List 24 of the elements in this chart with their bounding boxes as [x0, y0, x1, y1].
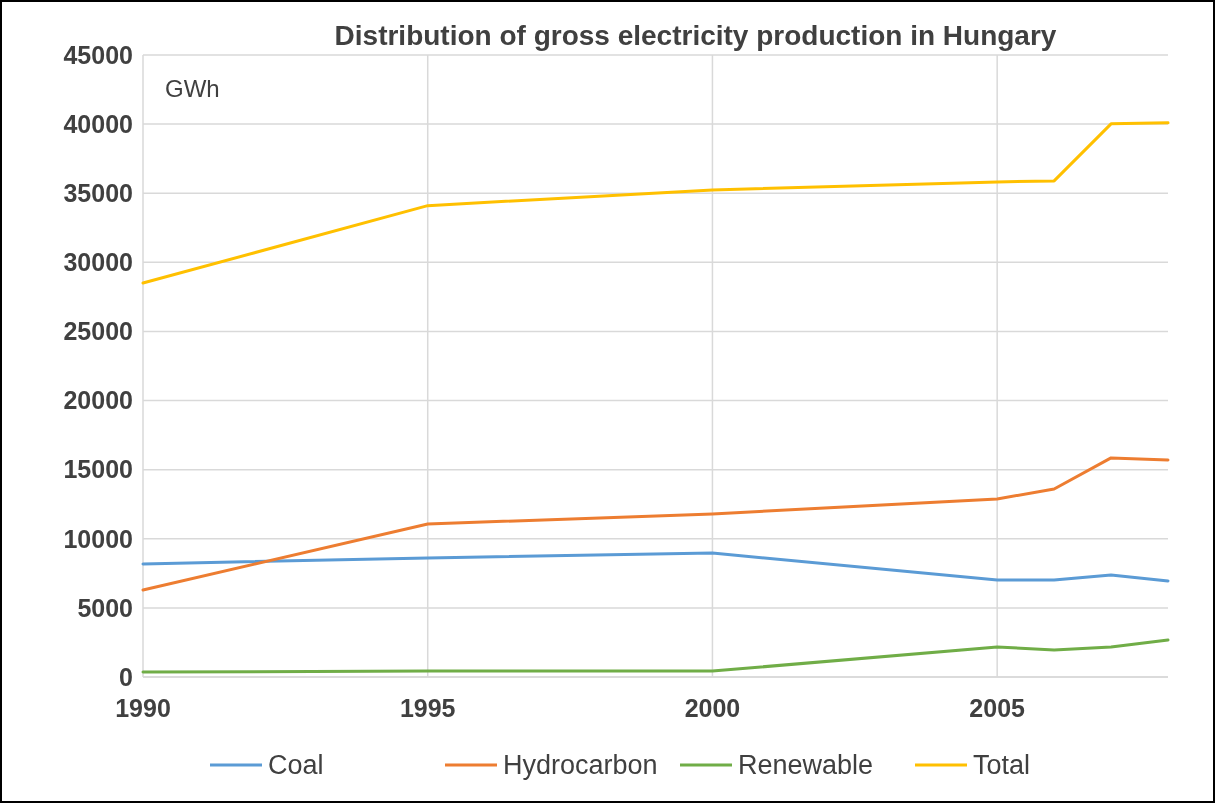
x-tick-label: 2000 [684, 694, 741, 722]
chart-title: Distribution of gross electricity production in Hungary [334, 20, 1057, 51]
legend-label: Hydrocarbon [503, 750, 658, 781]
legend-label: Total [973, 750, 1031, 781]
y-tick-label: 25000 [63, 317, 133, 346]
y-tick-label: 0 [119, 662, 133, 691]
line-series [141, 551, 1170, 583]
x-tick-label: 2005 [969, 694, 1026, 722]
y-tick-label: 10000 [63, 524, 133, 553]
y-tick-label: 35000 [63, 178, 133, 207]
y-tick-label: 20000 [63, 386, 133, 415]
y-tick-label: 5000 [77, 593, 133, 622]
y-axis-title: GWh [165, 75, 220, 102]
legend-label: Coal [268, 750, 324, 781]
line-series [141, 456, 1170, 592]
y-tick-label: 40000 [63, 109, 133, 138]
x-tick-label: 1995 [399, 694, 456, 722]
y-tick-label: 30000 [63, 248, 133, 277]
line-series [141, 121, 1170, 285]
legend-label: Renewable [738, 750, 874, 781]
y-tick-label: 15000 [63, 455, 133, 484]
y-tick-label: 45000 [63, 40, 133, 69]
line-series [141, 638, 1170, 674]
x-tick-label: 1990 [115, 694, 171, 722]
